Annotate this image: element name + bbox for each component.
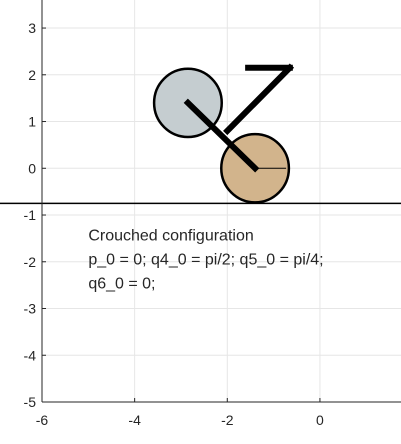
x-tick-label: -6 (36, 412, 49, 428)
y-tick-label: 1 (28, 114, 36, 130)
y-tick-label: -4 (24, 347, 37, 363)
robot-link (223, 63, 295, 136)
y-tick-label: 3 (28, 20, 36, 36)
robot-link (183, 98, 260, 173)
tick-labels: -6 -4 -2 0 -5 -4 -3 -2 -1 0 1 2 3 (24, 20, 324, 428)
robot-links (183, 63, 295, 173)
x-tick-label: -2 (221, 412, 234, 428)
axes (41, 0, 401, 403)
y-tick-label: 0 (28, 160, 36, 176)
x-tick-label: 0 (316, 412, 324, 428)
annotation-line: Crouched configuration (88, 228, 253, 245)
x-tick-label: -4 (128, 412, 141, 428)
y-tick-label: -3 (24, 301, 37, 317)
y-tick-label: -5 (24, 394, 37, 410)
y-tick-label: -2 (24, 254, 37, 270)
annotation-line: p_0 = 0; q4_0 = pi/2; q5_0 = pi/4; (88, 252, 323, 269)
annotation: Crouched configuration p_0 = 0; q4_0 = pi… (88, 228, 323, 293)
annotation-line: q6_0 = 0; (88, 276, 155, 293)
y-tick-label: -1 (24, 207, 37, 223)
y-tick-label: 2 (28, 67, 36, 83)
